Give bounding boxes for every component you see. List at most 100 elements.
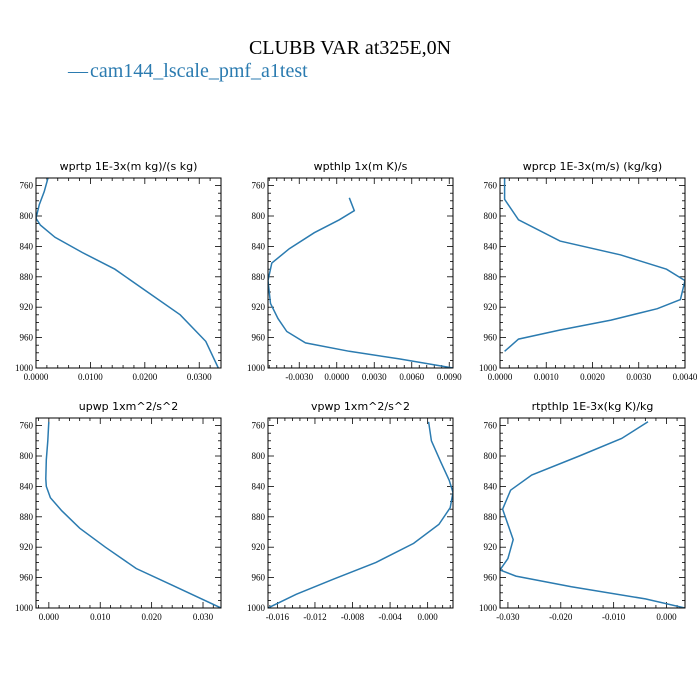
panel-frame xyxy=(35,417,222,609)
x-tick-label: -0.0030 xyxy=(285,372,313,382)
x-tick-label: -0.012 xyxy=(303,612,326,622)
series-line xyxy=(500,421,685,608)
panel-title: wpthlp 1x(m K)/s xyxy=(314,160,408,173)
x-tick-label: 0.0200 xyxy=(132,372,157,382)
y-tick-label: 880 xyxy=(252,512,266,522)
y-tick-label: 960 xyxy=(484,333,498,343)
x-tick-label: -0.010 xyxy=(602,612,626,622)
panel: wprtp 1E-3x(m kg)/(s kg) 760 800 840 880 920 9… xyxy=(15,160,222,382)
x-tick-label: 0.0000 xyxy=(488,372,513,382)
y-tick-label: 920 xyxy=(252,302,266,312)
panels: wprtp 1E-3x(m kg)/(s kg) 760 800 840 880 920 9… xyxy=(15,160,698,622)
y-tick-label: 880 xyxy=(484,272,498,282)
y-tick-label: 800 xyxy=(20,211,34,221)
y-tick-label: 800 xyxy=(484,211,498,221)
y-tick-label: 840 xyxy=(20,241,34,251)
x-tick-label: 0.000 xyxy=(418,612,439,622)
y-tick-label: 800 xyxy=(20,451,34,461)
y-tick-label: 960 xyxy=(252,573,266,583)
y-tick-label: 760 xyxy=(20,181,34,191)
series-line xyxy=(36,178,219,368)
y-tick-label: 840 xyxy=(252,241,266,251)
y-tick-label: 960 xyxy=(20,333,34,343)
x-tick-label: -0.008 xyxy=(341,612,365,622)
series-line xyxy=(503,178,685,352)
x-tick-label: 0.0300 xyxy=(187,372,212,382)
series-line xyxy=(45,421,221,608)
x-tick-label: 0.0010 xyxy=(534,372,559,382)
y-tick-label: 880 xyxy=(484,512,498,522)
y-tick-label: 920 xyxy=(20,542,34,552)
y-tick-label: 920 xyxy=(484,542,498,552)
y-tick-label: 760 xyxy=(20,421,34,431)
y-tick-label: 800 xyxy=(252,451,266,461)
x-tick-label: -0.030 xyxy=(496,612,520,622)
y-tick-label: 760 xyxy=(484,421,498,431)
y-tick-label: 960 xyxy=(484,573,498,583)
y-tick-label: 760 xyxy=(252,421,266,431)
y-tick-label: 920 xyxy=(20,302,34,312)
panel: vpwp 1xm^2/s^27608008408809209601000-0.0… xyxy=(247,400,454,622)
y-tick-label: 880 xyxy=(20,512,34,522)
y-tick-label: 840 xyxy=(484,241,498,251)
x-tick-label: 0.0100 xyxy=(78,372,103,382)
legend: — cam144_lscale_pmf_a1test xyxy=(67,60,308,82)
x-tick-label: -0.016 xyxy=(266,612,290,622)
y-tick-label: 960 xyxy=(20,573,34,583)
series-line xyxy=(268,197,453,368)
x-tick-label: 0.0060 xyxy=(399,372,424,382)
panel-title: rtpthlp 1E-3x(kg K)/kg xyxy=(532,400,654,413)
y-tick-label: 840 xyxy=(252,481,266,491)
panel: rtpthlp 1E-3x(kg K)/kg 760 800 840 880 920 960… xyxy=(479,400,686,622)
x-tick-label: 0.030 xyxy=(193,612,214,622)
x-tick-label: 0.010 xyxy=(90,612,111,622)
y-tick-label: 1000 xyxy=(15,603,34,613)
panel: wpthlp 1x(m K)/s 760 800 840 880 920 960 1000 -0… xyxy=(247,160,462,382)
x-tick-label: 0.000 xyxy=(39,612,60,622)
y-tick-label: 920 xyxy=(484,302,498,312)
y-tick-label: 800 xyxy=(484,451,498,461)
y-tick-label: 880 xyxy=(20,272,34,282)
x-tick-label: -0.004 xyxy=(378,612,402,622)
x-tick-label: 0.0090 xyxy=(437,372,462,382)
x-tick-label: 0.0000 xyxy=(24,372,49,382)
figure-title: CLUBB VAR at325E,0N xyxy=(249,37,451,59)
y-tick-label: 1000 xyxy=(15,363,34,373)
panel-frame xyxy=(35,177,222,369)
panel: upwp 1xm^2/s^2 760 800 840 880 920 960 1000 0.00… xyxy=(15,400,222,622)
legend-marker: — xyxy=(67,60,89,82)
series-line xyxy=(268,421,453,608)
panel-frame xyxy=(267,177,454,369)
panel-title: vpwp 1xm^2/s^2 xyxy=(311,400,410,413)
y-tick-label: 840 xyxy=(20,481,34,491)
panel-title: wprcp 1E-3x(m/s) (kg/kg) xyxy=(523,160,662,173)
x-tick-label: -0.020 xyxy=(549,612,573,622)
x-tick-label: 0.0030 xyxy=(626,372,651,382)
panel-frame xyxy=(499,177,686,369)
y-tick-label: 1000 xyxy=(247,363,266,373)
panel-frame xyxy=(499,417,686,609)
y-tick-label: 840 xyxy=(484,481,498,491)
y-tick-label: 760 xyxy=(252,181,266,191)
x-tick-label: 0.0020 xyxy=(580,372,605,382)
panel: wprcp 1E-3x(m/s) (kg/kg) 760 800 840 880 920 9… xyxy=(479,160,698,382)
x-tick-label: 0.0030 xyxy=(362,372,387,382)
panel-title: wprtp 1E-3x(m kg)/(s kg) xyxy=(60,160,198,173)
y-tick-label: 920 xyxy=(252,542,266,552)
y-tick-label: 1000 xyxy=(479,363,498,373)
y-tick-label: 800 xyxy=(252,211,266,221)
y-tick-label: 880 xyxy=(252,272,266,282)
y-tick-label: 960 xyxy=(252,333,266,343)
y-tick-label: 1000 xyxy=(479,603,498,613)
x-tick-label: 0.000 xyxy=(656,612,677,622)
x-tick-label: 0.0040 xyxy=(673,372,698,382)
y-tick-label: 1000 xyxy=(247,603,266,613)
x-tick-label: 0.0000 xyxy=(324,372,349,382)
x-tick-label: 0.020 xyxy=(142,612,163,622)
legend-label: cam144_lscale_pmf_a1test xyxy=(90,60,308,82)
y-tick-label: 760 xyxy=(484,181,498,191)
panel-title: upwp 1xm^2/s^2 xyxy=(79,400,179,413)
panel-frame xyxy=(267,417,454,609)
